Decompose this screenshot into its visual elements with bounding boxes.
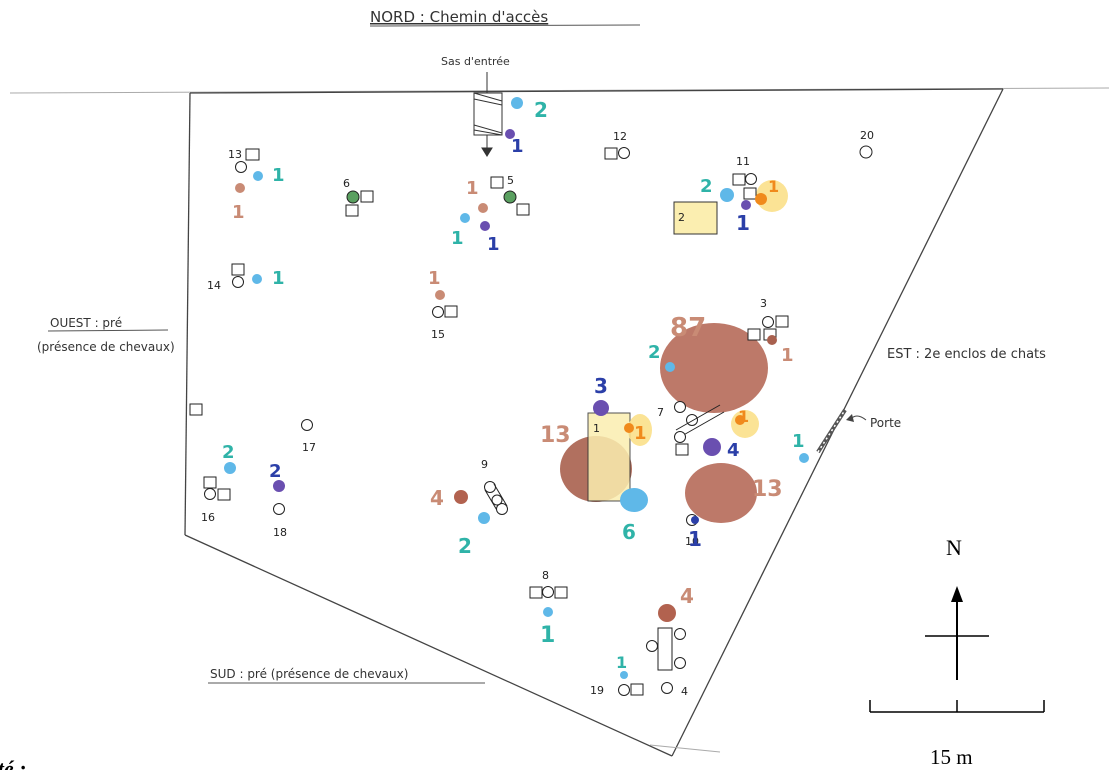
station-label-15: 15 [431, 328, 445, 341]
station-label-19: 19 [590, 684, 604, 697]
station-label-20: 20 [860, 129, 874, 142]
north-fence [190, 89, 1003, 93]
scale-label: 15 m [930, 745, 973, 769]
compass-n-label: N [946, 535, 962, 560]
count-1-e: 1 [466, 178, 479, 199]
west-label-line1: OUEST : pré [50, 316, 122, 330]
east-label: EST : 2e enclos de chats [887, 347, 1046, 362]
west-fence [185, 93, 190, 535]
count-1-p: 1 [540, 623, 555, 648]
count-1-d: 1 [511, 136, 524, 157]
count-1-b: 1 [232, 202, 245, 223]
count-1-q: 1 [616, 653, 627, 672]
svg-text:1: 1 [593, 422, 600, 435]
station-label-11: 11 [736, 155, 750, 168]
count-1-m: 1 [738, 407, 749, 426]
station-label-5: 5 [507, 174, 514, 187]
station-label-4: 4 [681, 685, 688, 698]
count-1-i: 1 [736, 211, 750, 235]
count-4-purple: 4 [727, 440, 740, 461]
north-label: NORD : Chemin d'accès [370, 8, 548, 26]
count-3: 3 [594, 374, 608, 398]
count-1-a: 1 [272, 165, 285, 186]
scale-bar: 15 m [870, 700, 1044, 769]
count-2-south: 2 [458, 534, 472, 558]
station-label-18: 18 [273, 526, 287, 539]
station-numbers: 13 6 5 14 12 20 11 15 3 7 9 10 16 17 18 … [201, 129, 874, 698]
count-1-n: 1 [792, 431, 805, 452]
station-label-6: 6 [343, 177, 350, 190]
station-label-16: 16 [201, 511, 215, 524]
count-6: 6 [622, 520, 636, 544]
north-arrow-icon [951, 586, 963, 602]
station-label-13: 13 [228, 148, 242, 161]
station-label-7: 7 [657, 406, 664, 419]
count-2-entrance: 2 [534, 98, 548, 122]
count-13-west: 13 [540, 423, 571, 448]
door-label: Porte [870, 416, 901, 430]
count-4-bottom: 4 [680, 584, 694, 608]
count-1-f: 1 [451, 228, 464, 249]
entrance-airlock [474, 72, 502, 156]
cut-caption: été : [0, 756, 26, 770]
station-symbols [190, 146, 872, 696]
count-1-l: 1 [634, 423, 647, 444]
count-2-purple: 2 [269, 461, 282, 482]
count-2-center: 2 [648, 342, 661, 363]
count-1-h: 1 [428, 268, 441, 289]
station-label-17: 17 [302, 441, 316, 454]
count-13-east: 13 [752, 477, 783, 502]
count-1-k: 1 [781, 345, 794, 366]
station-label-9: 9 [481, 458, 488, 471]
svg-text:2: 2 [678, 211, 685, 224]
count-2-west: 2 [222, 442, 235, 463]
count-1-o: 1 [688, 527, 702, 551]
station-label-14: 14 [207, 279, 221, 292]
west-label-line2: (présence de chevaux) [37, 340, 175, 354]
south-fence [185, 535, 672, 756]
count-1-g: 1 [487, 234, 500, 255]
compass: N [925, 535, 989, 680]
shelter-1: 1 [588, 413, 630, 501]
door: Porte [818, 410, 901, 452]
south-label: SUD : pré (présence de chevaux) [210, 667, 408, 681]
station-label-3: 3 [760, 297, 767, 310]
count-87: 87 [670, 313, 706, 343]
station-label-8: 8 [542, 569, 549, 582]
count-2-north: 2 [700, 176, 713, 197]
station-label-12: 12 [613, 130, 627, 143]
enclosure-boundary [10, 88, 1109, 756]
blob-13-east [685, 463, 757, 523]
count-1-c: 1 [272, 268, 285, 289]
count-4-south: 4 [430, 486, 444, 510]
count-1-j: 1 [768, 177, 779, 196]
shelter-2: 2 [674, 202, 717, 234]
entrance-label: Sas d'entrée [441, 55, 510, 68]
